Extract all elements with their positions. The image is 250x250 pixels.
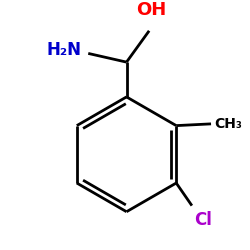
Text: H₂N: H₂N bbox=[46, 41, 81, 59]
Text: Cl: Cl bbox=[194, 211, 212, 229]
Text: OH: OH bbox=[136, 1, 166, 19]
Text: CH₃: CH₃ bbox=[214, 117, 242, 131]
